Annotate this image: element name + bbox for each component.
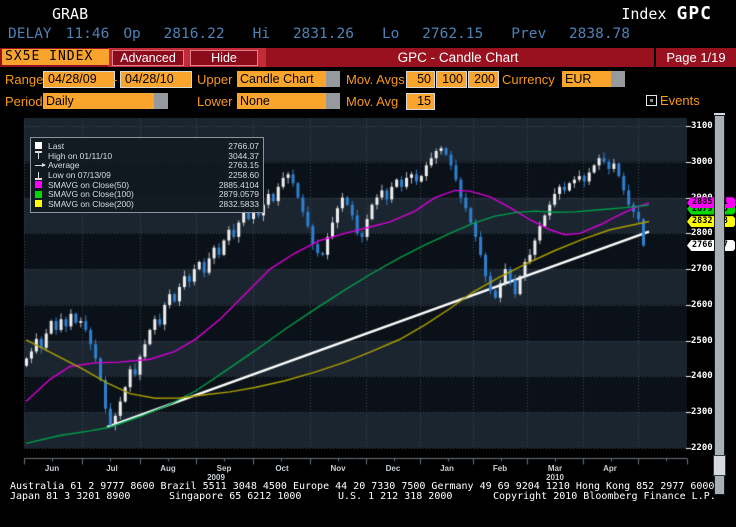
mov-avg-single-label: Mov. Avg xyxy=(346,94,399,109)
upper-chart-dropdown[interactable]: Candle Chart xyxy=(237,71,340,87)
x-axis-month-label: Aug xyxy=(160,464,176,473)
x-axis-month-label: Feb xyxy=(492,464,508,473)
high-stat: Hi 2831.26 xyxy=(252,26,354,42)
y-axis-tick-label: 2200 xyxy=(691,443,713,454)
legend-row-smavg200: SMAVG on Close(200) 2832.5833 xyxy=(35,199,259,209)
y-axis-tick-label: 3000 xyxy=(691,156,713,167)
price-tag: 2832.58 xyxy=(687,216,735,228)
currency-dropdown[interactable]: EUR xyxy=(562,71,625,87)
low-marker-icon xyxy=(35,170,42,180)
x-axis-month-label: Dec xyxy=(385,464,401,473)
range-separator: - xyxy=(113,72,118,87)
footer-singapore: Singapore 65 6212 1000 xyxy=(169,491,302,502)
range-label: Range xyxy=(5,72,44,87)
mov-avgs-label: Mov. Avgs xyxy=(346,72,405,87)
x-axis-year-label: 2009 xyxy=(207,473,225,482)
legend-row-smavg50: SMAVG on Close(50) 2885.4104 xyxy=(35,180,259,190)
toolbar-separator xyxy=(654,48,656,67)
function-code: GPC xyxy=(676,3,712,24)
delay-label: DELAY xyxy=(8,26,52,42)
currency-label: Currency xyxy=(502,72,555,87)
y-axis-tick-label: 2800 xyxy=(691,228,713,239)
mov-avg-200-field[interactable]: 200 xyxy=(468,71,499,88)
low-stat: Lo 2762.15 xyxy=(381,26,484,42)
chart-scrollbar[interactable] xyxy=(714,115,725,495)
mov-avg-100-field[interactable]: 100 xyxy=(436,71,467,88)
legend-row-average: Average 2763.15 xyxy=(35,160,259,170)
legend-row-last: Last 2766.07 xyxy=(35,141,259,151)
page-indicator[interactable]: Page 1/19 xyxy=(666,50,726,65)
y-axis-tick-label: 2500 xyxy=(691,335,713,346)
x-axis-month-label: Oct xyxy=(275,464,289,473)
price-tag: 2885.41 xyxy=(687,197,735,209)
y-axis-tick-label: 2400 xyxy=(691,371,713,382)
events-label: Events xyxy=(660,93,700,108)
index-label: Index xyxy=(621,5,667,23)
security-ticker-field[interactable]: SX5E INDEX xyxy=(2,49,109,65)
x-axis-month-label: Apr xyxy=(603,464,617,473)
y-axis-tick-label: 3100 xyxy=(691,121,713,131)
high-marker-icon xyxy=(35,150,42,161)
currency-value: EUR xyxy=(565,72,592,86)
lower-chart-dropdown[interactable]: None xyxy=(237,93,340,109)
upper-label: Upper xyxy=(197,72,233,87)
lower-label: Lower xyxy=(197,94,233,109)
range-end-field[interactable]: 04/28/10 xyxy=(120,71,192,88)
dropdown-arrow-icon[interactable] xyxy=(154,93,168,109)
x-axis-month-label: Mar xyxy=(547,464,563,473)
y-axis-tick-label: 2600 xyxy=(691,299,713,310)
y-axis-tick-label: 2700 xyxy=(691,264,713,275)
range-start-field[interactable]: 04/28/09 xyxy=(43,71,115,88)
footer-copyright: Copyright 2010 Bloomberg Finance L.P. xyxy=(493,491,716,502)
x-axis-month-label: Nov xyxy=(330,464,346,473)
x-axis-month-label: Jan xyxy=(440,464,454,473)
smavg100-marker-icon xyxy=(35,190,42,198)
mov-avg-single-field[interactable]: 15 xyxy=(406,93,435,110)
last-marker-icon xyxy=(35,142,42,150)
x-axis-month-label: Jun xyxy=(44,464,60,473)
dropdown-arrow-icon[interactable] xyxy=(611,71,625,87)
x-axis-year-label: 2010 xyxy=(546,473,564,482)
price-tag: 2879.06 xyxy=(687,203,735,215)
delay-time: 11:46 xyxy=(65,26,110,42)
smavg50-marker-icon xyxy=(35,181,42,189)
mov-avg-50-field[interactable]: 50 xyxy=(406,71,435,88)
lower-chart-value: None xyxy=(240,94,270,108)
advanced-button[interactable]: Advanced xyxy=(112,50,184,66)
upper-chart-value: Candle Chart xyxy=(240,72,314,86)
dropdown-arrow-icon[interactable] xyxy=(326,71,340,87)
footer-us: U.S. 1 212 318 2000 xyxy=(338,491,453,502)
period-value: Daily xyxy=(46,94,74,108)
smavg200-marker-icon xyxy=(35,200,42,208)
average-marker-icon xyxy=(35,162,46,167)
checkbox-dot xyxy=(650,99,653,102)
period-dropdown[interactable]: Daily xyxy=(43,93,168,109)
legend-row-smavg100: SMAVG on Close(100) 2879.0579 xyxy=(35,189,259,199)
footer-contact-line: Australia 61 2 9777 8600 Brazil 5511 304… xyxy=(10,481,715,492)
function-title: Index GPC xyxy=(621,3,712,24)
events-checkbox[interactable] xyxy=(646,95,657,106)
hide-button[interactable]: Hide xyxy=(190,50,258,66)
legend-row-high: High on 01/11/10 3044.37 xyxy=(35,150,259,161)
scrollbar-thumb[interactable] xyxy=(713,455,726,476)
period-label: Period xyxy=(5,94,43,109)
legend-row-low: Low on 07/13/09 2258.60 xyxy=(35,170,259,180)
y-axis-tick-label: 2300 xyxy=(691,407,713,418)
dropdown-arrow-icon[interactable] xyxy=(326,93,340,109)
chart-legend: Last 2766.07 High on 01/11/10 3044.37 Aver… xyxy=(30,137,264,213)
footer-japan: Japan 81 3 3201 8900 xyxy=(10,491,131,502)
grab-label: GRAB xyxy=(52,5,89,23)
prev-stat: Prev 2838.78 xyxy=(511,26,631,42)
price-tag: 2766.07 xyxy=(687,239,735,251)
page-title: GPC - Candle Chart xyxy=(397,50,519,65)
open-stat: Op 2816.22 xyxy=(123,26,225,42)
x-axis-month-label: Jul xyxy=(106,464,118,473)
x-axis-month-label: Sep xyxy=(216,464,232,473)
delay-price-bar: DELAY 11:46 Op 2816.22 Hi 2831.26 Lo 2762.15… xyxy=(8,26,658,42)
